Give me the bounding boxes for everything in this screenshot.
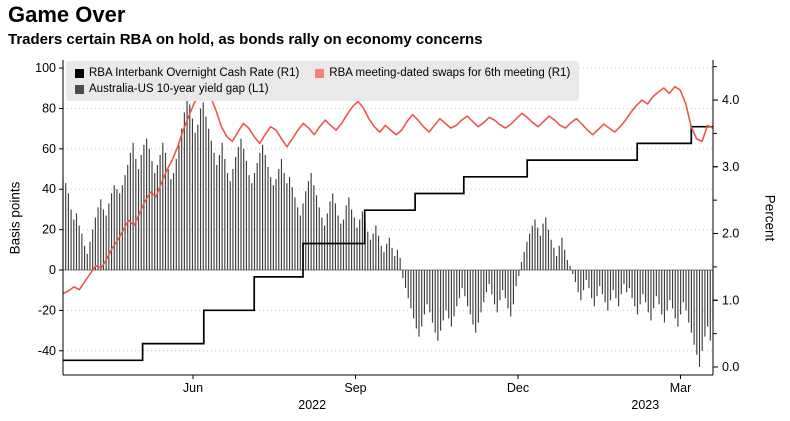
svg-text:4.0: 4.0 bbox=[722, 93, 739, 107]
left-axis-title: Basis points bbox=[7, 181, 23, 255]
svg-text:-20: -20 bbox=[38, 303, 56, 317]
svg-text:Mar: Mar bbox=[670, 381, 692, 395]
svg-text:40: 40 bbox=[42, 182, 56, 196]
svg-text:100: 100 bbox=[35, 61, 56, 75]
chart-subtitle: Traders certain RBA on hold, as bonds ra… bbox=[8, 31, 483, 48]
legend-row: RBA Interbank Overnight Cash Rate (R1) RB… bbox=[75, 65, 570, 81]
svg-text:Sep: Sep bbox=[344, 381, 366, 395]
svg-text:2023: 2023 bbox=[631, 398, 659, 412]
svg-text:3.0: 3.0 bbox=[722, 160, 739, 174]
legend-swatch-icon bbox=[75, 84, 84, 94]
svg-text:Dec: Dec bbox=[507, 381, 529, 395]
legend-item-label: Australia-US 10-year yield gap (L1) bbox=[89, 83, 269, 95]
left-axis: 100 80 60 40 20 0 -20 -40 bbox=[35, 60, 64, 375]
svg-text:20: 20 bbox=[42, 223, 56, 237]
svg-text:Jun: Jun bbox=[183, 381, 203, 395]
legend-row: Australia-US 10-year yield gap (L1) bbox=[75, 81, 570, 97]
svg-text:2022: 2022 bbox=[298, 398, 326, 412]
svg-text:80: 80 bbox=[42, 101, 56, 115]
svg-text:2.0: 2.0 bbox=[722, 227, 739, 241]
legend-swatch-icon bbox=[315, 68, 325, 78]
cash-rate-step-line bbox=[63, 125, 713, 362]
svg-text:0.0: 0.0 bbox=[722, 360, 739, 374]
chart-legend: RBA Interbank Overnight Cash Rate (R1) RB… bbox=[66, 61, 580, 101]
chart-title: Game Over bbox=[8, 2, 126, 27]
legend-item-label: RBA Interbank Overnight Cash Rate (R1) bbox=[89, 67, 300, 79]
legend-item[interactable]: Australia-US 10-year yield gap (L1) bbox=[75, 81, 269, 97]
legend-item[interactable]: RBA Interbank Overnight Cash Rate (R1) bbox=[75, 65, 299, 81]
svg-text:-40: -40 bbox=[38, 344, 56, 358]
svg-text:60: 60 bbox=[42, 142, 56, 156]
x-axis: Jun Sep Dec Mar 2022 2023 bbox=[63, 374, 713, 412]
right-axis: 4.0 3.0 2.0 1.0 0.0 bbox=[712, 60, 739, 375]
svg-text:1.0: 1.0 bbox=[722, 293, 739, 307]
right-axis-title: Percent bbox=[762, 194, 778, 242]
legend-item[interactable]: RBA meeting-dated swaps for 6th meeting … bbox=[315, 65, 570, 81]
legend-item-label: RBA meeting-dated swaps for 6th meeting … bbox=[329, 67, 571, 79]
legend-swatch-icon bbox=[75, 68, 84, 78]
swaps-line bbox=[62, 85, 714, 295]
yield-gap-bars bbox=[62, 98, 714, 367]
svg-text:0: 0 bbox=[49, 263, 56, 277]
